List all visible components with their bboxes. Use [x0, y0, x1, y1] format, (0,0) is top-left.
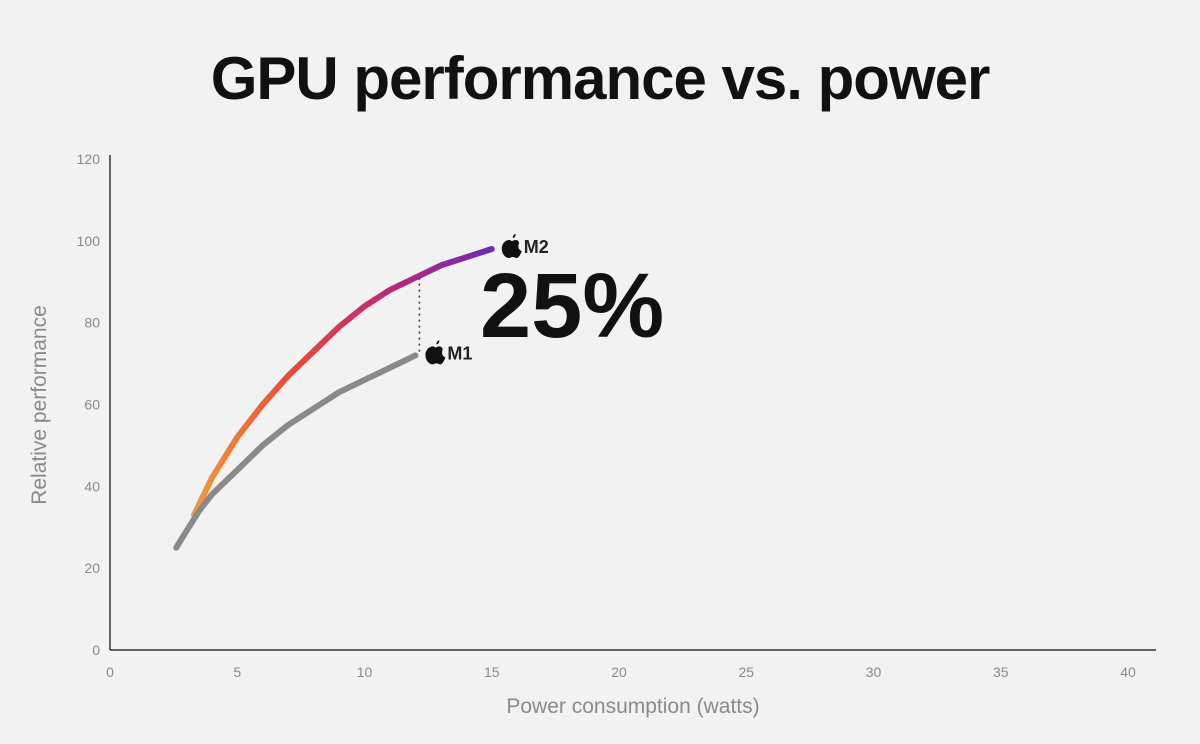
x-axis-label: Power consumption (watts) — [506, 695, 759, 718]
y-tick-label: 0 — [92, 642, 100, 658]
y-tick-label: 100 — [77, 233, 101, 249]
x-tick-label: 5 — [233, 664, 241, 680]
x-tick-label: 10 — [357, 664, 373, 680]
x-tick-label: 30 — [866, 664, 882, 680]
series-line-m2 — [191, 246, 495, 518]
y-tick-label: 40 — [84, 478, 100, 494]
series-label-m1: M1 — [447, 343, 472, 363]
series-label-m2: M2 — [524, 237, 549, 257]
x-tick-label: 0 — [106, 664, 114, 680]
x-tick-label: 25 — [738, 664, 754, 680]
x-tick-label: 20 — [611, 664, 627, 680]
y-tick-label: 60 — [84, 397, 100, 413]
x-tick-label: 35 — [993, 664, 1009, 680]
x-tick-label: 40 — [1120, 664, 1136, 680]
x-tick-labels: 0 5 10 15 20 25 30 35 40 — [106, 664, 1136, 680]
annotation-layer: 25% — [418, 255, 664, 357]
y-tick-label: 80 — [84, 315, 100, 331]
chart-title: GPU performance vs. power — [210, 45, 991, 112]
x-tick-label: 15 — [484, 664, 500, 680]
series-layer: M1 M2 — [173, 234, 549, 551]
y-tick-labels: 0 20 40 60 80 100 120 — [77, 151, 101, 658]
improvement-percent-label: 25% — [480, 255, 664, 357]
series-line-m1 — [173, 352, 419, 551]
y-tick-label: 20 — [84, 560, 100, 576]
y-axis-label: Relative performance — [28, 305, 51, 505]
y-tick-label: 120 — [77, 151, 101, 167]
apple-logo-icon: M2 — [501, 234, 549, 259]
apple-logo-icon: M1 — [425, 340, 472, 365]
